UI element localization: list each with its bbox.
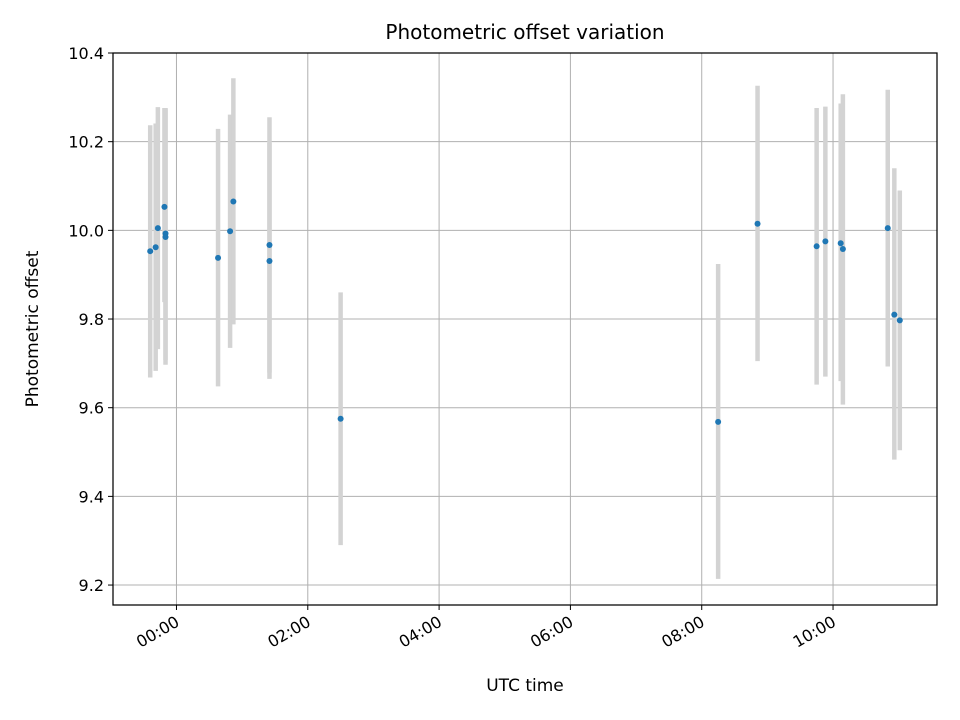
data-point: [161, 203, 168, 210]
data-point: [337, 415, 344, 422]
data-point: [147, 248, 154, 255]
y-tick-label: 10.4: [68, 44, 104, 63]
data-point: [230, 198, 237, 205]
y-tick-label: 10.0: [68, 221, 104, 240]
y-tick-label: 9.4: [79, 487, 104, 506]
data-point: [266, 241, 273, 248]
data-point: [839, 245, 846, 252]
data-point: [715, 418, 722, 425]
data-point: [754, 220, 761, 227]
grid: [113, 52, 937, 605]
y-tick-label: 9.2: [79, 576, 104, 595]
x-tick-label: 06:00: [527, 612, 576, 652]
data-point: [162, 234, 169, 240]
data-point: [884, 225, 891, 232]
x-tick-label: 04:00: [396, 612, 445, 652]
data-point: [154, 225, 161, 232]
data-point: [891, 311, 898, 318]
y-axis-label: Photometric offset: [23, 250, 43, 407]
x-tick-label: 08:00: [658, 612, 707, 652]
chart-title: Photometric offset variation: [385, 20, 664, 44]
x-tick-label: 10:00: [790, 612, 839, 652]
data-point: [896, 317, 903, 324]
data-point: [822, 238, 829, 245]
data-point: [215, 254, 222, 261]
y-tick-label: 9.6: [79, 399, 104, 418]
y-tick-label: 9.8: [79, 310, 104, 329]
x-axis-label: UTC time: [486, 676, 564, 696]
data-point: [266, 257, 273, 264]
data-point: [152, 244, 159, 251]
error-bars: [147, 78, 903, 579]
data-point: [227, 228, 234, 235]
plot-frame: [112, 52, 938, 606]
data-points: [147, 198, 903, 425]
y-axis-ticks: 9.2 9.4 9.6 9.8 10.0 10.2 10.4: [68, 44, 113, 595]
y-tick-label: 10.2: [68, 133, 104, 152]
data-point: [813, 243, 820, 250]
x-tick-label: 00:00: [133, 612, 182, 652]
x-axis-ticks: 00:00 02:00 04:00 06:00 08:00 10:00: [133, 605, 839, 652]
data-point: [837, 240, 844, 247]
x-tick-label: 02:00: [264, 612, 313, 652]
